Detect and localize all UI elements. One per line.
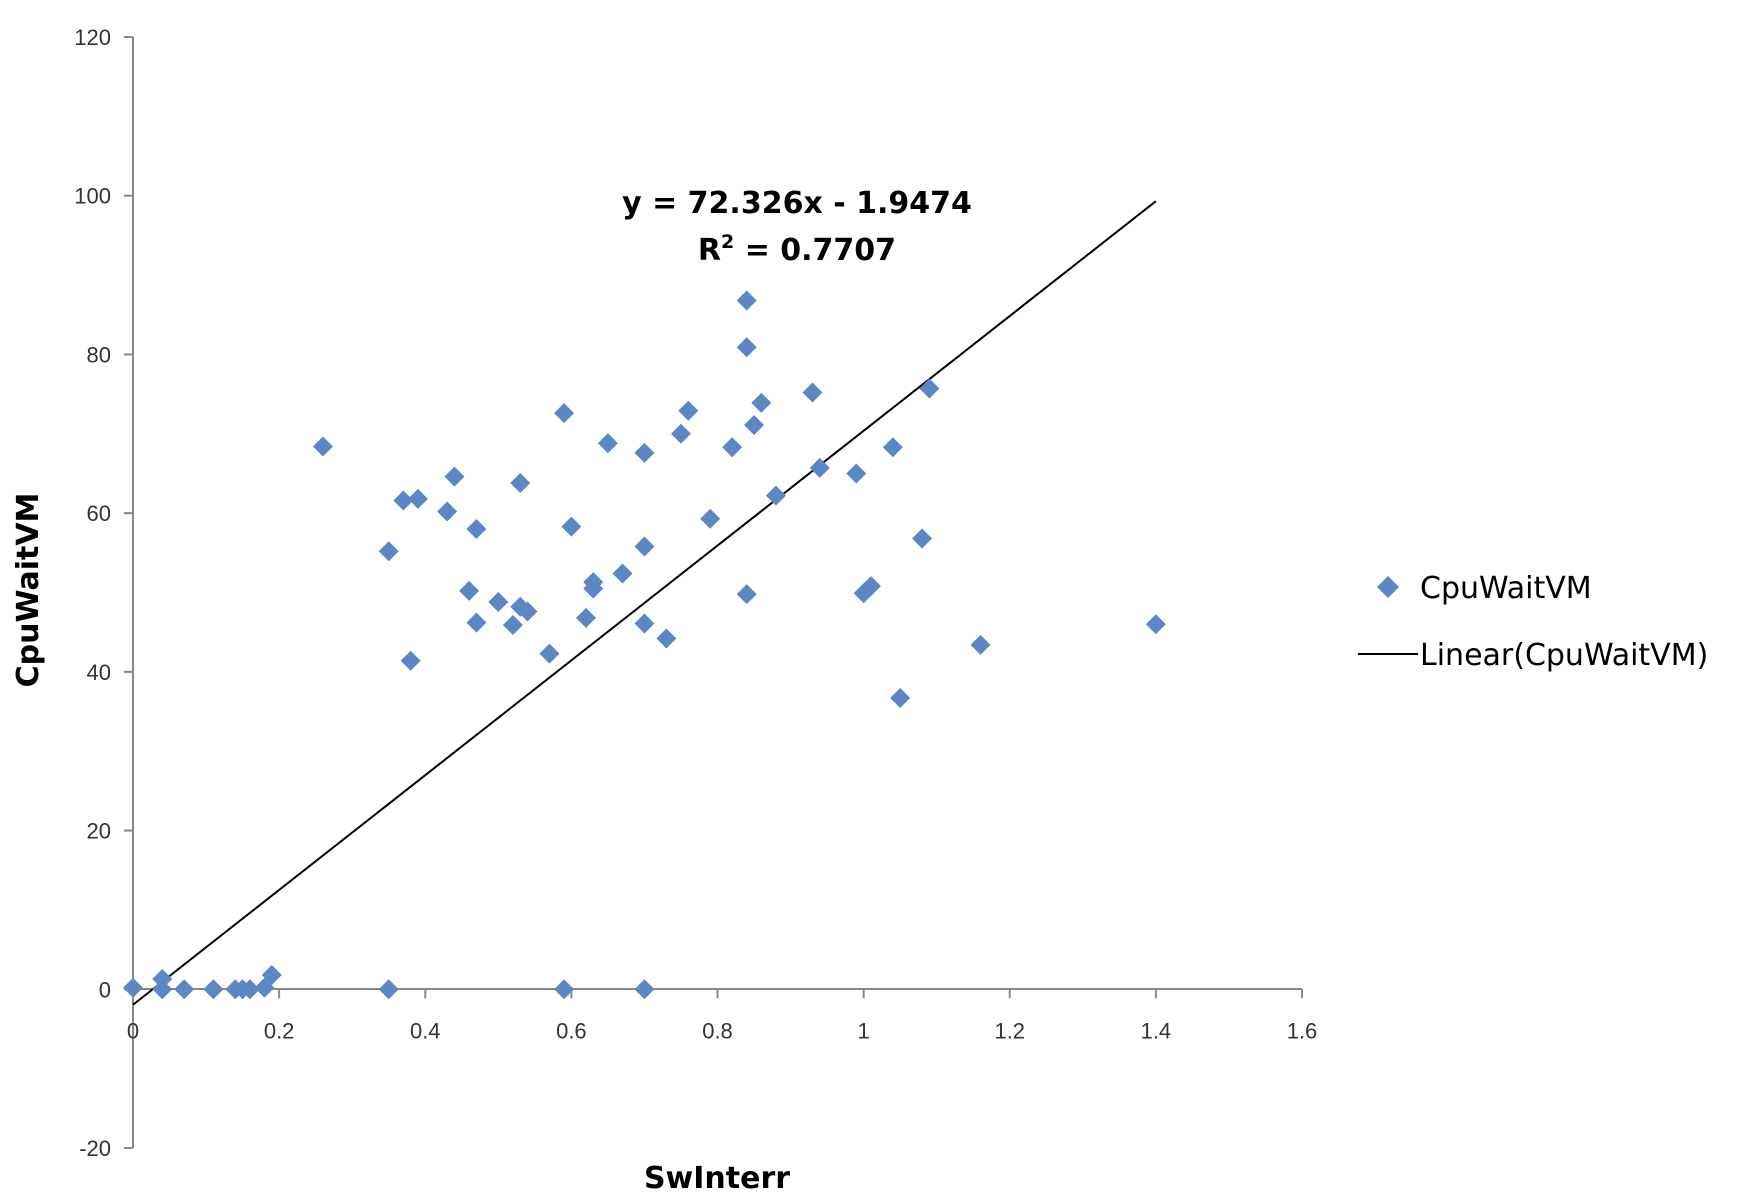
- data-point: [970, 634, 991, 655]
- x-tick-label: 0: [127, 1018, 139, 1043]
- data-point: [510, 472, 531, 493]
- y-ticks: -20 0 20 40 60 80 100 120: [74, 25, 133, 1161]
- data-point: [254, 977, 275, 998]
- data-point: [912, 528, 933, 549]
- data-point: [846, 463, 867, 484]
- data-point: [634, 536, 655, 557]
- x-tick-label: 0.6: [556, 1018, 587, 1043]
- y-tick-label: 20: [87, 819, 111, 844]
- data-point: [656, 628, 677, 649]
- data-point: [634, 979, 655, 1000]
- x-axis-title: SwInterr: [644, 1161, 790, 1196]
- data-point: [802, 382, 823, 403]
- r-squared-prefix: R: [698, 233, 721, 268]
- data-point: [722, 437, 743, 458]
- data-point: [612, 563, 633, 584]
- y-tick-label: 120: [74, 25, 111, 50]
- data-point: [502, 615, 523, 636]
- data-point: [751, 392, 772, 413]
- data-point: [517, 601, 538, 622]
- data-point: [312, 436, 333, 457]
- r-squared-label: R2 = 0.7707: [698, 231, 896, 268]
- data-point: [919, 378, 940, 399]
- data-point: [860, 576, 881, 597]
- data-point: [174, 979, 195, 1000]
- y-tick-label: 60: [87, 501, 111, 526]
- legend-label-series: CpuWaitVM: [1420, 571, 1592, 606]
- data-point: [597, 433, 618, 454]
- data-point: [1145, 614, 1166, 635]
- data-point: [575, 607, 596, 628]
- data-point: [736, 337, 757, 358]
- data-point: [744, 415, 765, 436]
- y-axis-title: CpuWaitVM: [11, 493, 46, 688]
- x-tick-label: 1.2: [994, 1018, 1025, 1043]
- data-point: [466, 519, 487, 540]
- data-point: [561, 516, 582, 537]
- data-point: [203, 979, 224, 1000]
- x-tick-label: 1.4: [1141, 1018, 1172, 1043]
- x-tick-label: 1.6: [1287, 1018, 1318, 1043]
- data-point: [437, 501, 458, 522]
- data-point: [890, 688, 911, 709]
- data-point: [736, 584, 757, 605]
- data-point: [378, 541, 399, 562]
- data-point: [554, 979, 575, 1000]
- data-point: [634, 442, 655, 463]
- x-tick-label: 0.8: [702, 1018, 733, 1043]
- data-point: [583, 578, 604, 599]
- data-point: [765, 485, 786, 506]
- points-layer: [123, 290, 1166, 1000]
- data-point: [736, 290, 757, 311]
- legend: CpuWaitVM Linear(CpuWaitVM): [1358, 571, 1708, 673]
- axes: [132, 37, 1302, 1148]
- y-tick-label: -20: [79, 1136, 111, 1161]
- y-tick-label: 80: [87, 342, 111, 367]
- x-tick-label: 0.4: [410, 1018, 441, 1043]
- y-tick-label: 0: [99, 977, 111, 1002]
- data-point: [809, 457, 830, 478]
- data-point: [400, 650, 421, 671]
- legend-label-trendline: Linear(CpuWaitVM): [1420, 638, 1708, 673]
- data-point: [378, 979, 399, 1000]
- data-point: [152, 979, 173, 1000]
- data-point: [459, 580, 480, 601]
- data-point: [882, 437, 903, 458]
- data-point: [554, 403, 575, 424]
- data-point: [239, 979, 260, 1000]
- data-point: [261, 965, 282, 986]
- data-point: [444, 466, 465, 487]
- legend-marker-diamond: [1377, 576, 1399, 598]
- data-point: [123, 977, 143, 998]
- data-point: [393, 490, 414, 511]
- r-squared-sup: 2: [721, 231, 734, 253]
- data-point: [466, 612, 487, 633]
- data-point: [539, 643, 560, 664]
- trendline-layer: [132, 200, 1157, 1006]
- r-squared-value: = 0.7707: [734, 233, 896, 268]
- x-tick-label: 0.2: [264, 1018, 295, 1043]
- x-tick-label: 1: [858, 1018, 870, 1043]
- y-tick-label: 40: [87, 660, 111, 685]
- data-point: [488, 592, 509, 613]
- data-point: [678, 400, 699, 421]
- y-tick-label: 100: [74, 184, 111, 209]
- data-point: [407, 488, 428, 509]
- data-point: [670, 423, 691, 444]
- data-point: [634, 613, 655, 634]
- x-ticks: 0 0.2 0.4 0.6 0.8 1 1.2 1.4 1.6: [127, 989, 1317, 1043]
- trendline-equation: y = 72.326x - 1.9474: [622, 186, 972, 221]
- trendline: [132, 200, 1157, 1006]
- data-point: [152, 968, 173, 989]
- data-point: [700, 508, 721, 529]
